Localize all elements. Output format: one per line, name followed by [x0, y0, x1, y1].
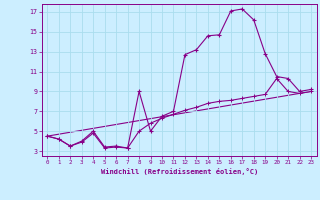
X-axis label: Windchill (Refroidissement éolien,°C): Windchill (Refroidissement éolien,°C): [100, 168, 258, 175]
